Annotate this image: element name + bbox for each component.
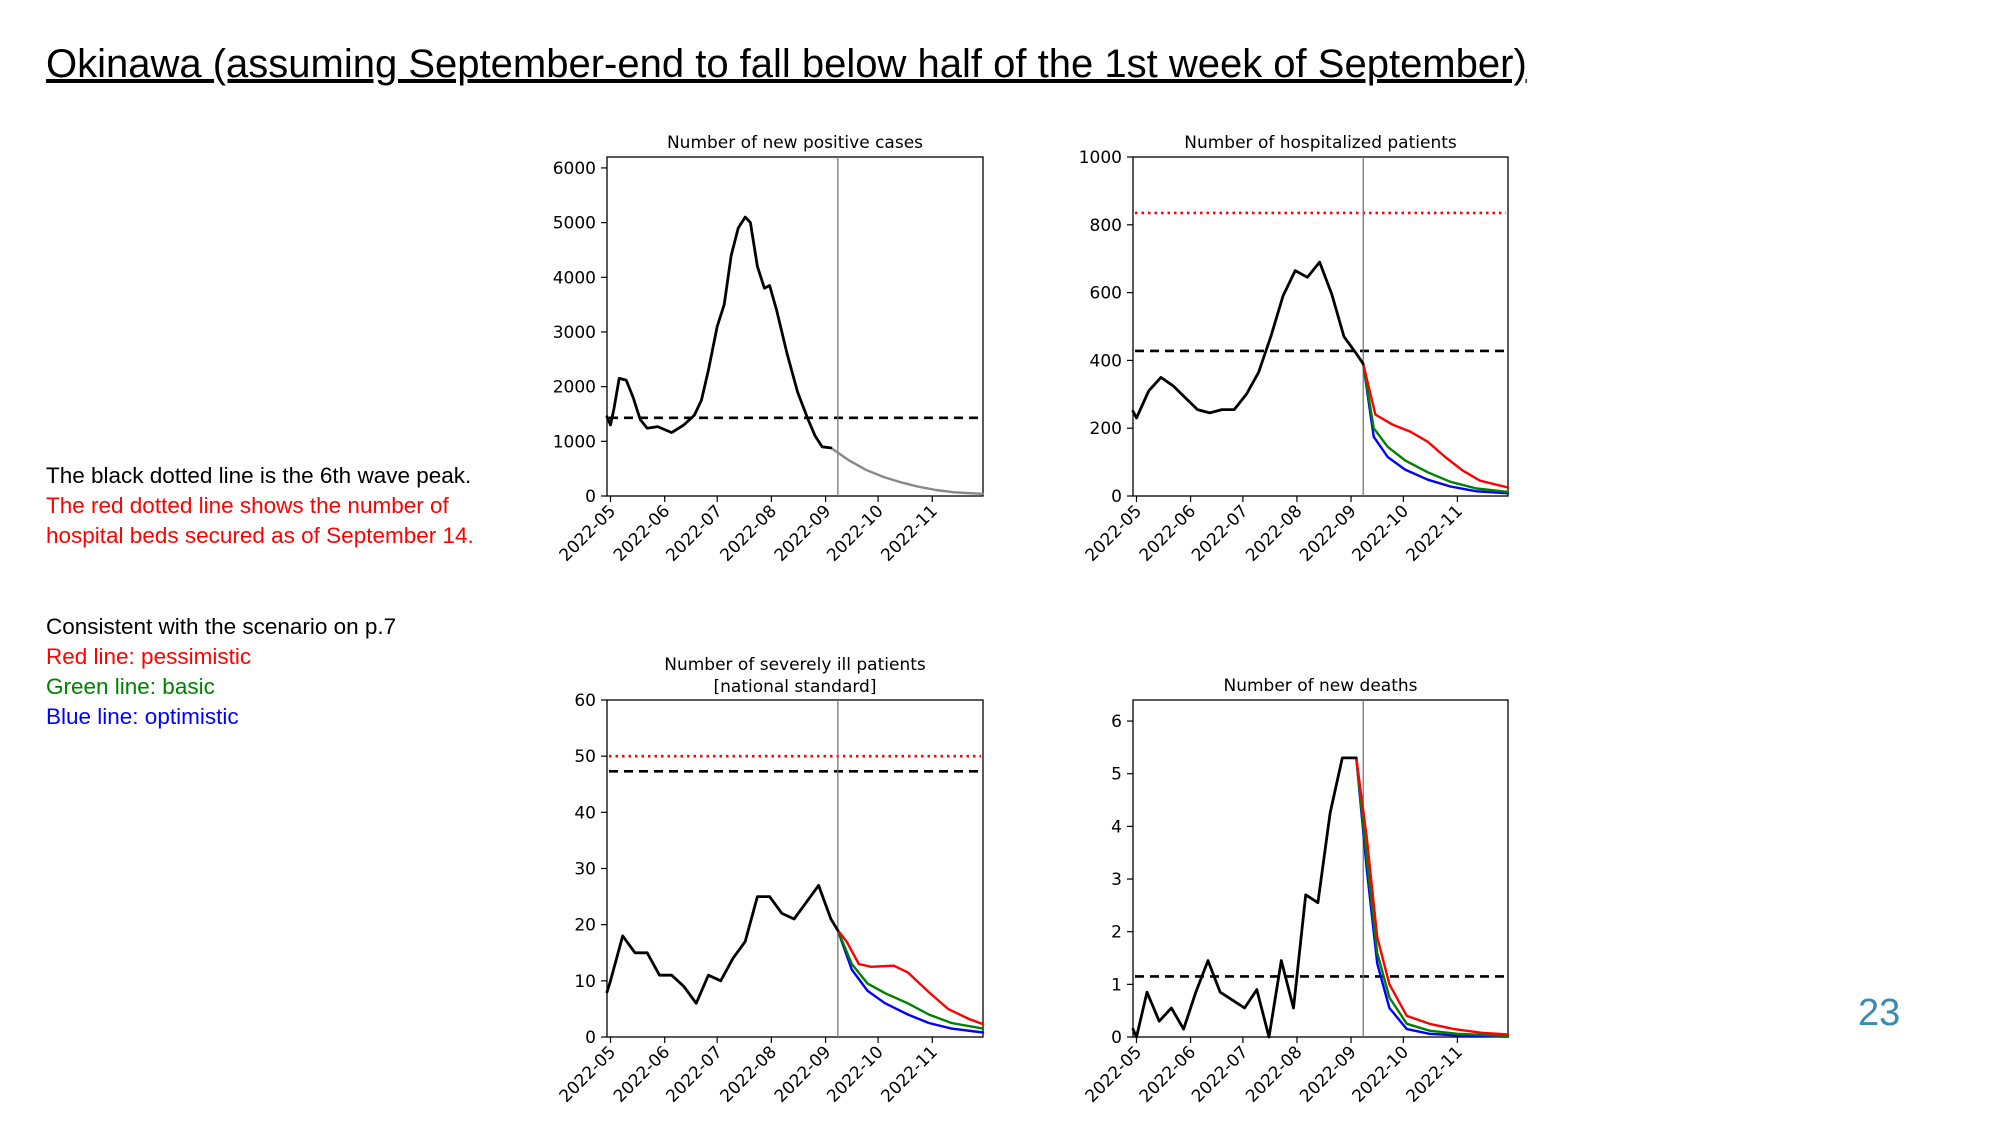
y-tick-label: 0 [1111, 487, 1122, 507]
slide-title: Okinawa (assuming September-end to fall … [46, 42, 1527, 86]
x-tick-label: 2022-06 [1136, 501, 1200, 565]
plot-frame [1132, 156, 1509, 497]
y-tick-label: 0 [1111, 1028, 1122, 1048]
reference-lines-note: The black dotted line is the 6th wave pe… [46, 461, 474, 551]
page-number: 23 [1858, 992, 1901, 1034]
series-optimistic [836, 929, 985, 1034]
plot-frame [606, 156, 984, 497]
x-tick-label: 2022-06 [610, 1042, 674, 1106]
x-tick-label: 2022-08 [1242, 1042, 1306, 1106]
y-tick-label: 4 [1111, 817, 1122, 837]
chart-title: Number of hospitalized patients [1184, 133, 1457, 153]
x-tick-label: 2022-11 [877, 1042, 941, 1106]
x-tick-label: 2022-05 [1082, 501, 1146, 565]
x-tick-label: 2022-08 [717, 501, 781, 565]
series-basic [1361, 362, 1510, 494]
x-tick-label: 2022-07 [662, 501, 726, 565]
y-tick-label: 3 [1111, 870, 1122, 890]
legend-optimistic: Blue line: optimistic [46, 704, 239, 729]
y-tick-label: 1000 [1079, 148, 1122, 168]
x-tick-label: 2022-08 [1242, 501, 1306, 565]
series-actual [1131, 260, 1365, 420]
black-line-note: The black dotted line is the 6th wave pe… [46, 463, 472, 488]
y-tick-label: 5000 [553, 214, 596, 234]
y-tick-label: 6000 [553, 159, 596, 179]
y-tick-label: 800 [1090, 216, 1122, 236]
y-tick-label: 0 [585, 1028, 596, 1048]
chart-hospitalized: Number of hospitalized patients 0 200 400 60… [1079, 133, 1510, 566]
x-tick-label: 2022-06 [1136, 1042, 1200, 1106]
series-pessimistic [1355, 756, 1510, 1036]
y-tick-label: 6 [1111, 712, 1122, 732]
y-tick-label: 600 [1090, 284, 1122, 304]
chart-deaths: Number of new deaths01234562022-052022-0… [1082, 676, 1510, 1107]
scenario-intro: Consistent with the scenario on p.7 [46, 614, 397, 639]
chart-subtitle: [national standard] [714, 677, 877, 697]
y-tick-label: 400 [1090, 351, 1122, 371]
x-tick-label: 2022-11 [1403, 1042, 1467, 1106]
x-tick-label: 2022-05 [1082, 1042, 1146, 1106]
x-tick-label: 2022-10 [823, 1042, 887, 1106]
y-tick-label: 30 [574, 860, 596, 880]
x-tick-label: 2022-05 [556, 501, 620, 565]
chart-title: Number of new deaths [1224, 676, 1418, 696]
y-tick-label: 2000 [553, 378, 596, 398]
y-tick-label: 1 [1111, 975, 1122, 995]
red-line-note-1: The red dotted line shows the number of [46, 493, 449, 518]
x-tick-label: 2022-07 [662, 1042, 726, 1106]
legend-basic: Green line: basic [46, 674, 215, 699]
y-tick-label: 200 [1090, 419, 1122, 439]
x-tick-label: 2022-07 [1188, 501, 1252, 565]
y-tick-label: 1000 [553, 432, 596, 452]
y-tick-label: 5 [1111, 765, 1122, 785]
y-tick-label: 50 [574, 747, 596, 767]
y-tick-label: 3000 [553, 323, 596, 343]
series-optimistic [1355, 756, 1510, 1038]
series-projection [829, 446, 985, 495]
x-tick-label: 2022-09 [1296, 501, 1360, 565]
series-basic [1355, 756, 1510, 1038]
legend-pessimistic: Red line: pessimistic [46, 644, 252, 669]
red-line-note-2: hospital beds secured as of September 14… [46, 523, 474, 548]
x-tick-label: 2022-10 [1349, 501, 1413, 565]
x-tick-label: 2022-09 [771, 1042, 835, 1106]
series-actual [1131, 756, 1358, 1039]
x-tick-label: 2022-11 [1403, 501, 1467, 565]
series-pessimistic [1361, 362, 1510, 489]
series-basic [836, 929, 985, 1030]
series-actual [605, 215, 833, 450]
chart-cases: Number of new positive cases 0 1000 2000 300… [553, 133, 985, 566]
series-pessimistic [836, 929, 985, 1026]
y-tick-label: 2 [1111, 923, 1122, 943]
series-actual [605, 884, 840, 1005]
y-tick-label: 20 [574, 916, 596, 936]
x-tick-label: 2022-07 [1188, 1042, 1252, 1106]
x-tick-label: 2022-11 [877, 501, 941, 565]
x-tick-label: 2022-09 [771, 501, 835, 565]
y-tick-label: 40 [574, 803, 596, 823]
y-tick-label: 4000 [553, 268, 596, 288]
x-tick-label: 2022-10 [823, 501, 887, 565]
x-tick-label: 2022-05 [556, 1042, 620, 1106]
y-tick-label: 10 [574, 972, 596, 992]
series-optimistic [1361, 362, 1510, 495]
plot-frame [606, 699, 984, 1038]
chart-title: Number of severely ill patients [664, 655, 926, 675]
x-tick-label: 2022-08 [717, 1042, 781, 1106]
x-tick-label: 2022-10 [1349, 1042, 1413, 1106]
plot-frame [1132, 699, 1509, 1038]
y-tick-label: 60 [574, 691, 596, 711]
x-tick-label: 2022-09 [1296, 1042, 1360, 1106]
scenario-legend: Consistent with the scenario on p.7 Red … [46, 612, 396, 732]
y-tick-label: 0 [585, 487, 596, 507]
chart-title: Number of new positive cases [667, 133, 923, 153]
x-tick-label: 2022-06 [610, 501, 674, 565]
chart-severe: Number of severely ill patients[national… [556, 655, 985, 1107]
